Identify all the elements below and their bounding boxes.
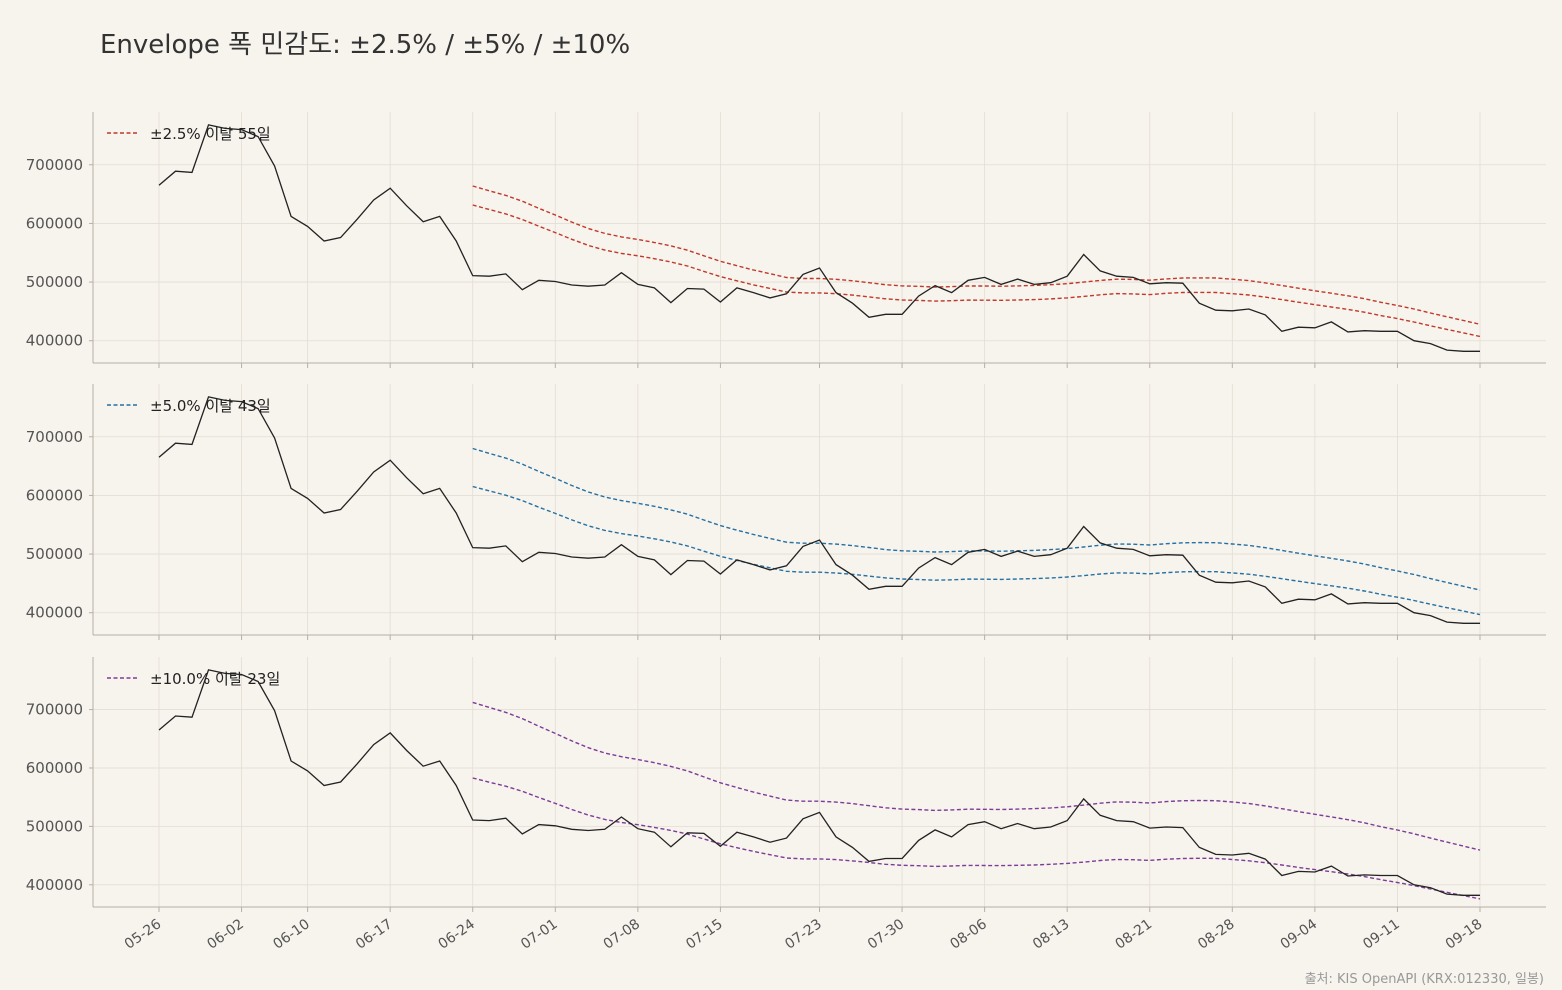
x-tick-label: 09-11 bbox=[1360, 916, 1403, 952]
x-tick-label: 07-08 bbox=[601, 916, 644, 952]
y-tick-label: 400000 bbox=[26, 332, 83, 350]
x-tick-label: 06-17 bbox=[353, 916, 396, 952]
upper-band-line bbox=[472, 185, 1481, 325]
x-tick-label: 09-18 bbox=[1443, 916, 1486, 952]
figure-title: Envelope 폭 민감도: ±2.5% / ±5% / ±10% bbox=[100, 30, 631, 60]
x-tick-label: 07-15 bbox=[683, 916, 726, 952]
y-tick-label: 600000 bbox=[26, 759, 83, 777]
x-tick-label: 06-24 bbox=[436, 916, 479, 952]
close-price-line bbox=[158, 669, 1480, 896]
panel-3: 400000 500000 600000 700000 ±10.0% 이탈 23일 bbox=[26, 657, 1546, 912]
y-tick-label: 700000 bbox=[26, 701, 83, 719]
y-tick-label: 500000 bbox=[26, 817, 83, 835]
legend: ±10.0% 이탈 23일 bbox=[107, 670, 280, 688]
upper-band-line bbox=[472, 447, 1481, 591]
x-tick-label: 09-04 bbox=[1278, 916, 1321, 952]
y-tick-label: 500000 bbox=[26, 545, 83, 563]
y-tick-label: 700000 bbox=[26, 156, 83, 174]
y-tick-label: 400000 bbox=[26, 604, 83, 622]
source-note: 출처: KIS OpenAPI (KRX:012330, 일봉) bbox=[1304, 972, 1544, 987]
legend-label: ±2.5% 이탈 55일 bbox=[150, 125, 271, 143]
x-tick-label: 06-02 bbox=[204, 916, 247, 952]
close-price-line bbox=[158, 396, 1480, 624]
panel-1: 400000 500000 600000 700000 ±2.5% 이탈 55일 bbox=[26, 112, 1546, 368]
lower-band-line bbox=[472, 777, 1481, 900]
x-tick-label: 08-13 bbox=[1030, 916, 1073, 952]
lower-band-line bbox=[472, 485, 1481, 616]
y-tick-label: 700000 bbox=[26, 428, 83, 446]
panel-2: 400000 500000 600000 700000 ±5.0% 이탈 43일 bbox=[26, 384, 1546, 640]
x-tick-label: 06-10 bbox=[270, 916, 313, 952]
lower-band-line bbox=[472, 204, 1481, 338]
x-tick-label: 08-06 bbox=[947, 916, 990, 952]
y-tick-label: 600000 bbox=[26, 214, 83, 232]
x-tick-label: 07-01 bbox=[518, 916, 561, 952]
x-tick-label: 07-23 bbox=[782, 916, 825, 952]
x-tick-label: 07-30 bbox=[865, 916, 908, 952]
legend: ±5.0% 이탈 43일 bbox=[107, 397, 271, 415]
y-tick-label: 400000 bbox=[26, 876, 83, 894]
y-tick-label: 600000 bbox=[26, 486, 83, 504]
close-price-line bbox=[158, 124, 1480, 352]
legend: ±2.5% 이탈 55일 bbox=[107, 125, 271, 143]
x-tick-label: 05-26 bbox=[122, 916, 165, 952]
x-tick-label: 08-28 bbox=[1195, 916, 1238, 952]
upper-band-line bbox=[472, 701, 1481, 851]
y-tick-label: 500000 bbox=[26, 273, 83, 291]
legend-label: ±5.0% 이탈 43일 bbox=[150, 397, 271, 415]
legend-label: ±10.0% 이탈 23일 bbox=[150, 670, 280, 688]
x-tick-label: 08-21 bbox=[1113, 916, 1156, 952]
